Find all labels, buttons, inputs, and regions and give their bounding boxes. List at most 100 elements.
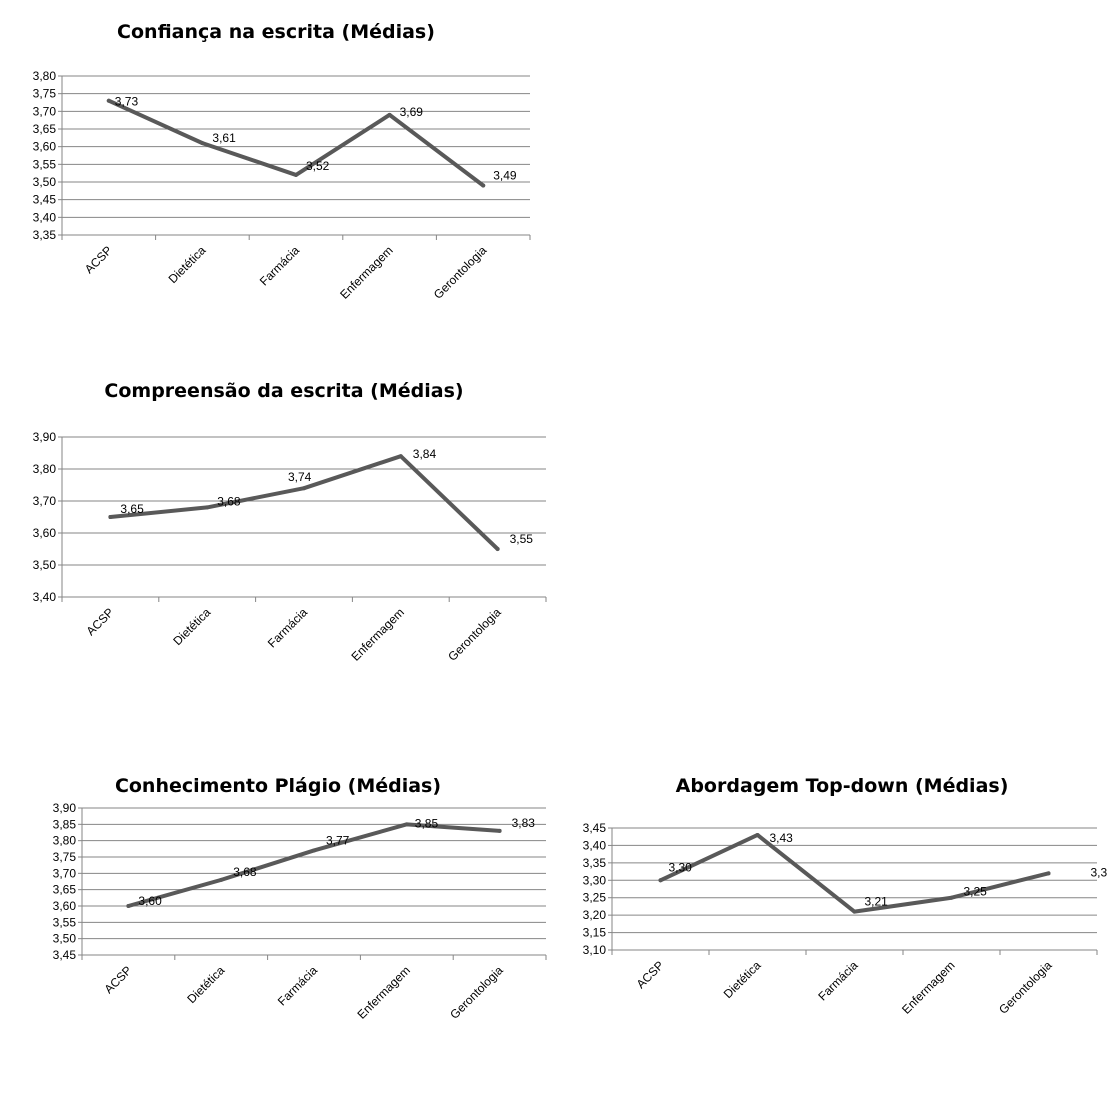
chart-compreensao-escrita: Compreensão da escrita (Médias) 3,40 3,50 3… xyxy=(0,365,570,700)
data-point xyxy=(219,877,224,882)
y-tick-label: 3,70 xyxy=(33,494,57,508)
data-point xyxy=(852,909,857,914)
data-point xyxy=(200,141,205,146)
data-point xyxy=(302,486,306,491)
data-label: 3,74 xyxy=(288,470,312,484)
chart-svg: Compreensão da escrita (Médias) 3,40 3,50 3… xyxy=(33,380,547,664)
data-point xyxy=(205,505,210,510)
y-tick-label: 3,20 xyxy=(583,908,607,922)
x-category-label: ACSP xyxy=(102,963,135,996)
data-point xyxy=(658,878,663,883)
y-tick-label: 3,30 xyxy=(583,873,607,887)
y-tick-label: 3,25 xyxy=(583,891,607,905)
y-tick-label: 3,45 xyxy=(583,821,607,835)
data-point xyxy=(294,172,298,177)
x-category-label: Gerontologia xyxy=(431,243,490,302)
x-category-label: ACSP xyxy=(82,243,115,276)
y-tick-label: 3,45 xyxy=(53,948,77,962)
y-tick-label: 3,35 xyxy=(33,228,57,242)
chart-conhecimento-plagio: Conhecimento Plágio (Médias) 3,45 3,50 3,55… xyxy=(0,765,560,1102)
x-category-label: Dietética xyxy=(170,605,213,648)
chart-svg: Confiança na escrita (Médias) 3,35 3,40 3,4… xyxy=(33,21,531,302)
y-tick-label: 3,60 xyxy=(33,526,57,540)
y-tick-label: 3,40 xyxy=(33,590,57,604)
data-point xyxy=(481,183,486,188)
data-label: 3,68 xyxy=(233,865,257,879)
series-line xyxy=(658,832,1051,914)
x-category-label: Dietética xyxy=(721,958,764,1001)
x-category-label: Enfermagem xyxy=(348,605,406,663)
data-label: 3,21 xyxy=(865,895,889,909)
x-category-label: Gerontologia xyxy=(447,963,506,1022)
y-tick-label: 3,80 xyxy=(33,69,57,83)
x-category-label: Farmácia xyxy=(265,605,310,650)
chart-title: Conhecimento Plágio (Médias) xyxy=(115,775,441,797)
y-tick-label: 3,85 xyxy=(53,817,77,831)
y-tick-label: 3,70 xyxy=(53,866,77,880)
y-tick-label: 3,75 xyxy=(33,87,57,101)
y-tick-label: 3,40 xyxy=(33,210,57,224)
data-label: 3,85 xyxy=(415,816,439,830)
chart-title: Confiança na escrita (Médias) xyxy=(117,21,435,43)
y-tick-label: 3,70 xyxy=(33,104,57,118)
y-tick-label: 3,15 xyxy=(583,926,607,940)
series-line xyxy=(126,822,502,908)
x-category-label: ACSP xyxy=(84,605,117,638)
y-tick-label: 3,35 xyxy=(583,856,607,870)
y-tick-label: 3,55 xyxy=(33,157,57,171)
data-point xyxy=(108,515,113,519)
x-category-label: Dietética xyxy=(184,963,227,1006)
data-label: 3,65 xyxy=(120,502,144,516)
data-point xyxy=(495,547,500,551)
data-point xyxy=(312,848,316,853)
y-tick-label: 3,65 xyxy=(53,883,77,897)
y-tick-label: 3,10 xyxy=(583,943,607,957)
y-tick-label: 3,75 xyxy=(53,850,77,864)
y-tick-label: 3,55 xyxy=(53,915,77,929)
data-label: 3,32 xyxy=(1091,865,1107,879)
y-tick-label: 3,65 xyxy=(33,122,57,136)
data-point xyxy=(106,98,111,103)
data-label: 3,52 xyxy=(306,159,330,173)
data-label: 3,69 xyxy=(400,105,424,119)
y-tick-label: 3,80 xyxy=(53,834,77,848)
data-point xyxy=(398,454,403,459)
y-tick-label: 3,50 xyxy=(33,175,57,189)
data-label: 3,60 xyxy=(138,894,162,908)
data-point xyxy=(755,832,760,837)
x-category-label: Enfermagem xyxy=(354,963,412,1021)
data-point xyxy=(949,895,954,900)
y-tick-label: 3,50 xyxy=(53,932,77,946)
y-tick-label: 3,90 xyxy=(33,430,57,444)
data-label: 3,84 xyxy=(413,447,437,461)
data-label: 3,68 xyxy=(217,494,241,508)
y-tick-label: 3,90 xyxy=(53,801,77,815)
y-tick-label: 3,50 xyxy=(33,558,57,572)
data-label: 3,73 xyxy=(115,95,139,109)
chart-confianca-escrita: Confiança na escrita (Médias) 3,35 3,40 3,4… xyxy=(0,0,560,335)
series-line xyxy=(106,98,486,188)
data-point xyxy=(1046,871,1051,876)
data-point xyxy=(497,828,502,833)
data-label: 3,30 xyxy=(669,860,693,874)
x-category-label: Gerontologia xyxy=(996,958,1055,1017)
chart-svg: Abordagem Top-down (Médias) 3,10 3,15 3,20 3… xyxy=(583,775,1107,1017)
chart-title: Compreensão da escrita (Médias) xyxy=(104,380,463,402)
x-category-label: Enfermagem xyxy=(337,243,395,301)
y-tick-label: 3,60 xyxy=(53,899,77,913)
x-category-label: Dietética xyxy=(166,243,209,286)
data-point xyxy=(404,822,409,827)
data-label: 3,25 xyxy=(964,885,988,899)
data-point xyxy=(387,112,392,117)
data-label: 3,49 xyxy=(493,169,517,183)
chart-title: Abordagem Top-down (Médias) xyxy=(676,775,1009,797)
data-label: 3,43 xyxy=(770,831,794,845)
x-category-label: Enfermagem xyxy=(899,958,957,1016)
chart-svg: Conhecimento Plágio (Médias) 3,45 3,50 3,55… xyxy=(53,775,547,1022)
chart-abordagem-top-down: Abordagem Top-down (Médias) 3,10 3,15 3,20 3… xyxy=(572,765,1107,1102)
x-category-label: ACSP xyxy=(634,958,667,991)
data-label: 3,77 xyxy=(326,833,350,847)
data-label: 3,61 xyxy=(212,131,236,145)
data-point xyxy=(126,904,131,908)
y-tick-label: 3,40 xyxy=(583,838,607,852)
